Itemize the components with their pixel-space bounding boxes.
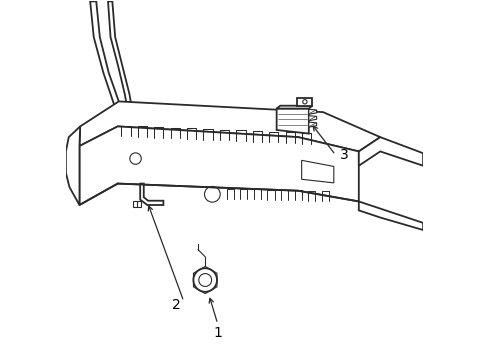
Text: 2: 2 <box>172 298 181 312</box>
Polygon shape <box>301 160 333 183</box>
Polygon shape <box>358 202 422 230</box>
Polygon shape <box>133 201 141 207</box>
Polygon shape <box>358 137 422 166</box>
Polygon shape <box>297 98 312 106</box>
Polygon shape <box>308 116 316 121</box>
Polygon shape <box>108 1 132 109</box>
Polygon shape <box>276 106 312 109</box>
Polygon shape <box>66 126 80 205</box>
Polygon shape <box>90 1 123 116</box>
Polygon shape <box>308 122 316 127</box>
Polygon shape <box>80 126 358 205</box>
Text: 1: 1 <box>213 326 222 340</box>
Polygon shape <box>308 109 316 114</box>
Polygon shape <box>80 102 380 152</box>
Polygon shape <box>193 266 217 294</box>
Text: 3: 3 <box>340 148 348 162</box>
Polygon shape <box>140 184 163 205</box>
Polygon shape <box>276 109 308 134</box>
